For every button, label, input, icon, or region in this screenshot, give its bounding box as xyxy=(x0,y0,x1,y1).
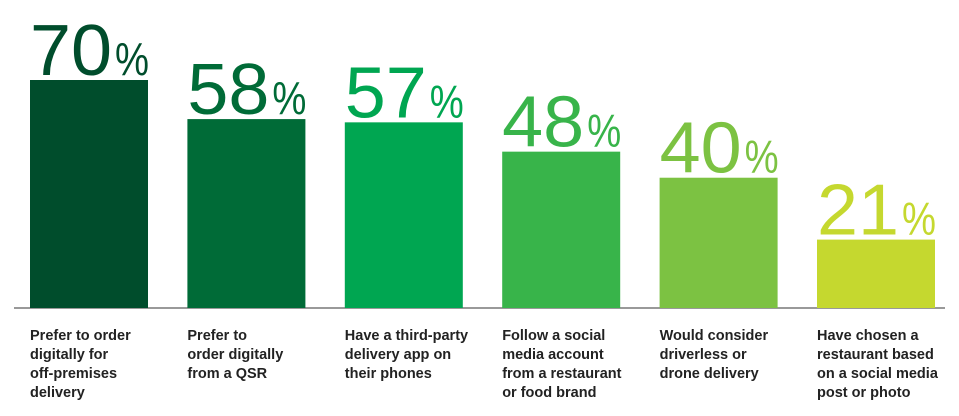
value-label-6: 21% xyxy=(817,171,936,251)
category-label-3: Have a third-party delivery app on their p… xyxy=(345,328,468,382)
category-label-2: Prefer to order digitally from a QSR xyxy=(187,328,283,382)
value-label-2: 58% xyxy=(187,50,306,130)
category-label-4: Follow a social media account from a resta… xyxy=(502,328,621,401)
bar-5 xyxy=(659,177,778,308)
category-label-6: Have chosen a restaurant based on a social… xyxy=(817,328,939,401)
category-label-1: Prefer to order digitally for off-premises… xyxy=(30,328,131,401)
bar-4 xyxy=(502,151,621,308)
bar-3 xyxy=(344,122,463,308)
value-label-1: 70% xyxy=(30,11,149,91)
category-label-5: Would consider driverless or drone deliver… xyxy=(660,328,769,382)
bar-6 xyxy=(817,239,935,308)
bar-2 xyxy=(187,119,306,308)
value-label-3: 57% xyxy=(345,53,464,133)
bar-1 xyxy=(30,80,148,308)
value-label-5: 40% xyxy=(660,109,779,189)
value-label-4: 48% xyxy=(502,83,621,163)
